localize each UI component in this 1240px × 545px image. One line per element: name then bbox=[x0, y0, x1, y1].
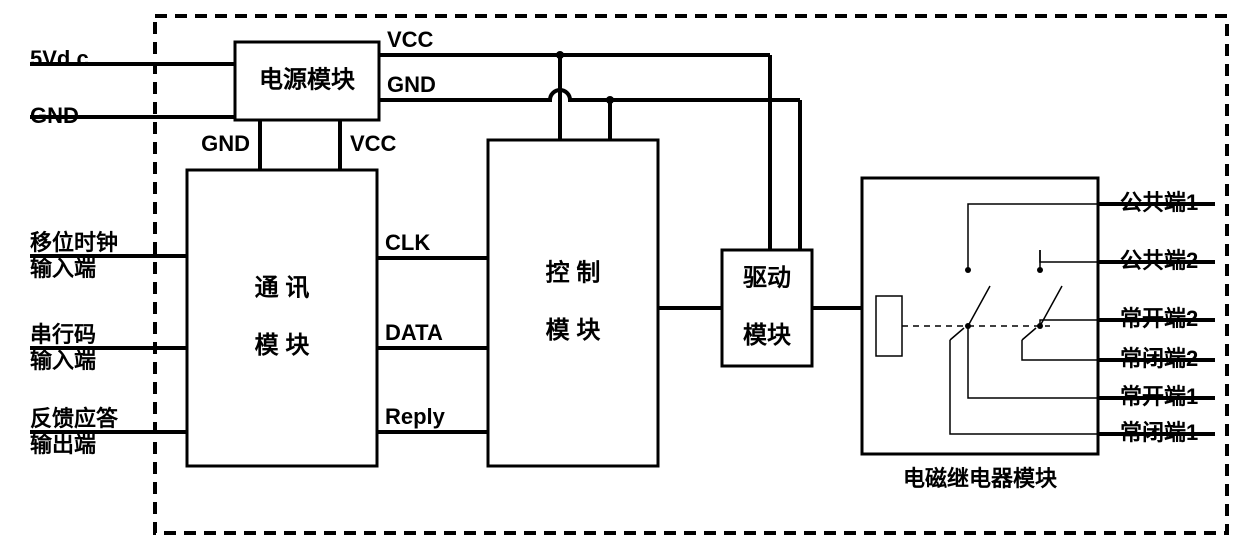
right-label: 常闭端2 bbox=[1120, 346, 1198, 371]
power-comm-gnd-label: GND bbox=[201, 131, 250, 156]
comm-control-signal-label: DATA bbox=[385, 320, 443, 345]
right-label: 常开端2 bbox=[1120, 306, 1198, 331]
right-label: 常开端1 bbox=[1120, 384, 1198, 409]
left-label: 输出端 bbox=[30, 432, 96, 457]
left-label: 反馈应答 bbox=[30, 406, 119, 431]
right-label: 公共端1 bbox=[1120, 190, 1198, 215]
relay-block: 电磁继电器模块 bbox=[862, 178, 1098, 491]
left-label: 串行码 bbox=[30, 322, 96, 347]
comm-label: 模 块 bbox=[255, 332, 310, 359]
control-label: 模 块 bbox=[546, 317, 601, 344]
comm-control-signal-label: CLK bbox=[385, 230, 430, 255]
control-block: 控 制模 块 bbox=[488, 140, 658, 466]
left-label: 5Vd.c. bbox=[30, 46, 95, 71]
drive-label: 驱动 bbox=[743, 265, 791, 292]
left-label: 输入端 bbox=[30, 256, 96, 281]
junction-dot bbox=[606, 96, 614, 104]
comm-label: 通 讯 bbox=[255, 275, 310, 302]
junction-dot bbox=[556, 51, 564, 59]
power-comm-vcc-label: VCC bbox=[350, 131, 397, 156]
gnd-rail-label: GND bbox=[387, 72, 436, 97]
left-label: 移位时钟 bbox=[30, 230, 118, 255]
power-block: 电源模块 bbox=[235, 42, 379, 120]
relay-caption: 电磁继电器模块 bbox=[903, 466, 1058, 491]
vcc-rail-label: VCC bbox=[387, 27, 434, 52]
drive-label: 模块 bbox=[743, 322, 791, 349]
right-label: 公共端2 bbox=[1120, 248, 1198, 273]
drive-block: 驱动模块 bbox=[722, 250, 812, 366]
power-label: 电源模块 bbox=[259, 66, 355, 93]
comm-block: 通 讯模 块 bbox=[187, 170, 377, 466]
left-label: 输入端 bbox=[30, 348, 96, 373]
comm-control-signal-label: Reply bbox=[385, 404, 446, 429]
right-label: 常闭端1 bbox=[1120, 420, 1198, 445]
control-label: 控 制 bbox=[546, 259, 601, 287]
